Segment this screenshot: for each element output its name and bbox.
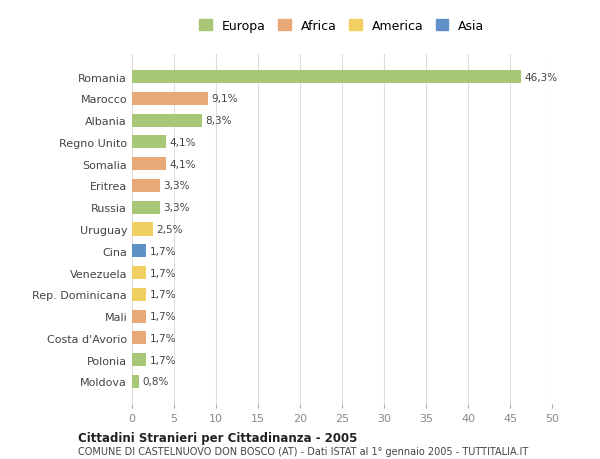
Bar: [132, 71, 521, 84]
Text: 9,1%: 9,1%: [212, 94, 238, 104]
Text: 4,1%: 4,1%: [170, 159, 196, 169]
Text: 1,7%: 1,7%: [149, 246, 176, 256]
Bar: [132, 266, 146, 280]
Bar: [132, 179, 160, 193]
Bar: [132, 136, 166, 149]
Text: Cittadini Stranieri per Cittadinanza - 2005: Cittadini Stranieri per Cittadinanza - 2…: [78, 431, 358, 444]
Bar: [132, 331, 146, 345]
Text: 3,3%: 3,3%: [163, 203, 190, 213]
Text: 46,3%: 46,3%: [524, 73, 557, 83]
Bar: [132, 245, 146, 258]
Bar: [132, 201, 160, 214]
Text: 1,7%: 1,7%: [149, 333, 176, 343]
Text: 4,1%: 4,1%: [170, 138, 196, 148]
Bar: [132, 288, 146, 301]
Bar: [132, 114, 202, 128]
Bar: [132, 375, 139, 388]
Text: 1,7%: 1,7%: [149, 290, 176, 300]
Text: 1,7%: 1,7%: [149, 355, 176, 365]
Text: 0,8%: 0,8%: [142, 376, 169, 386]
Text: 1,7%: 1,7%: [149, 311, 176, 321]
Text: 3,3%: 3,3%: [163, 181, 190, 191]
Text: 8,3%: 8,3%: [205, 116, 232, 126]
Legend: Europa, Africa, America, Asia: Europa, Africa, America, Asia: [196, 16, 488, 36]
Bar: [132, 353, 146, 366]
Text: COMUNE DI CASTELNUOVO DON BOSCO (AT) - Dati ISTAT al 1° gennaio 2005 - TUTTITALI: COMUNE DI CASTELNUOVO DON BOSCO (AT) - D…: [78, 447, 528, 456]
Bar: [132, 310, 146, 323]
Bar: [132, 93, 208, 106]
Bar: [132, 158, 166, 171]
Text: 1,7%: 1,7%: [149, 268, 176, 278]
Text: 2,5%: 2,5%: [157, 224, 183, 235]
Bar: [132, 223, 153, 236]
